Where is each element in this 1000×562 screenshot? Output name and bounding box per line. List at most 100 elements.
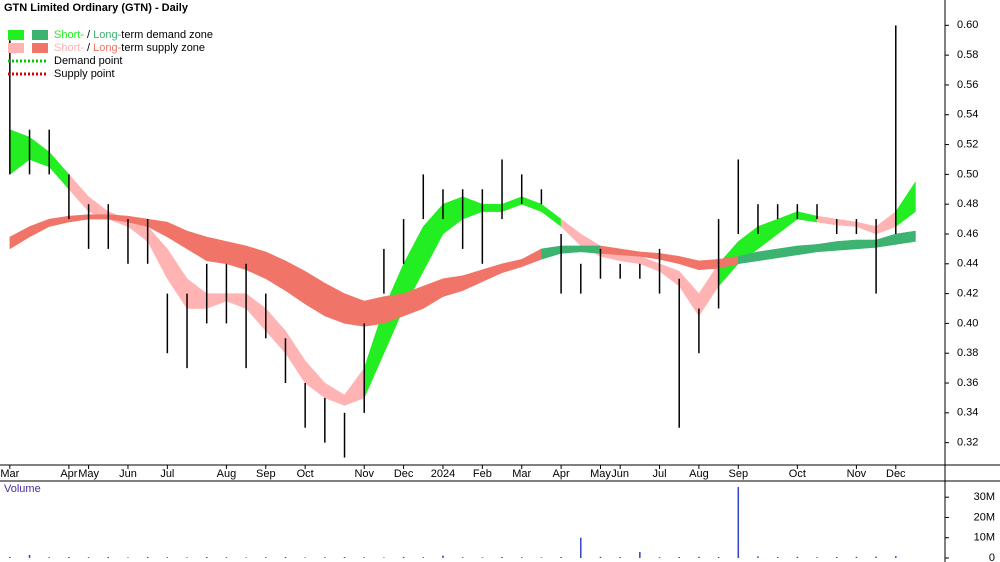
zone-band (856, 239, 877, 250)
volume-bar (481, 557, 484, 558)
volume-bar (87, 557, 90, 558)
x-tick-label: Mar (512, 468, 531, 480)
volume-bar (28, 554, 31, 558)
legend-text: term demand zone (121, 29, 213, 41)
legend-text: / (84, 29, 93, 41)
volume-bar (284, 556, 287, 558)
volume-bar (816, 557, 818, 558)
volume-bar (68, 556, 70, 558)
x-tick-label: Apr (553, 468, 570, 480)
y-tick-label: 0.60 (957, 19, 978, 31)
volume-bar (678, 556, 680, 558)
y-tick-label: 0.40 (957, 317, 978, 329)
y-tick-label: 0.36 (957, 377, 978, 389)
legend-swatch (8, 43, 24, 53)
y-tick-label: 20M (974, 511, 995, 523)
x-tick-label: May (78, 468, 99, 480)
volume-bar (225, 557, 228, 558)
y-tick-label: 0.54 (957, 109, 978, 121)
legend-text: Long- (93, 29, 121, 41)
volume-bar (501, 556, 503, 558)
volume-bar (402, 556, 405, 558)
legend-label: Demand point (54, 55, 123, 67)
y-tick-label: 0.46 (957, 228, 978, 240)
legend-label: Supply point (54, 68, 115, 80)
legend-label: Short- / Long-term demand zone (54, 29, 213, 41)
volume-bar (245, 557, 247, 558)
volume-bar (875, 556, 877, 558)
chart-title: GTN Limited Ordinary (GTN) - Daily (4, 2, 189, 14)
x-tick-label: Oct (789, 468, 806, 480)
volume-label: Volume (4, 483, 41, 495)
legend-text: Short- (54, 29, 84, 41)
volume-bar (835, 556, 838, 558)
volume-bar (560, 556, 562, 558)
zone-band (482, 203, 503, 212)
volume-bar (619, 556, 621, 558)
price-bars (9, 25, 897, 458)
volume-bar (265, 557, 267, 558)
y-tick-label: 0.52 (957, 138, 978, 150)
volume-bar (796, 556, 799, 558)
zone-band (895, 230, 916, 245)
x-tick-label: Jul (653, 468, 667, 480)
y-tick-label: 10M (974, 532, 995, 544)
volume-bar (48, 557, 50, 558)
x-tick-label: Oct (297, 468, 314, 480)
volume-bar (146, 556, 149, 558)
volume-bar (580, 537, 582, 558)
volume-bar (343, 556, 346, 558)
volume-bar (9, 556, 11, 558)
y-tick-label: 0.58 (957, 49, 978, 61)
volume-bar (422, 557, 425, 558)
x-tick-label: Mar (0, 468, 19, 480)
volume-bar (107, 556, 110, 558)
volume-bar (442, 555, 444, 558)
legend-text: term supply zone (121, 42, 205, 54)
y-tick-label: 0 (989, 552, 995, 562)
y-tick-label: 0.38 (957, 347, 978, 359)
y-tick-label: 0.32 (957, 437, 978, 449)
y-tick-label: 0.48 (957, 198, 978, 210)
zone-band (363, 296, 385, 327)
volume-bar (166, 557, 169, 558)
x-tick-label: Apr (60, 468, 77, 480)
x-tick-label: Nov (354, 468, 374, 480)
volume-bar (599, 556, 602, 558)
zones (9, 129, 916, 406)
volume-bar (895, 556, 897, 558)
y-tick-label: 0.44 (957, 258, 978, 270)
zone-band (698, 259, 719, 271)
x-tick-label: Nov (847, 468, 867, 480)
volume-bar (855, 556, 858, 558)
x-tick-label: Jun (611, 468, 629, 480)
legend-text: Long- (93, 42, 121, 54)
x-tick-label: Jun (119, 468, 137, 480)
zone-band (88, 214, 109, 220)
legend-swatch (32, 30, 48, 40)
zone-band (206, 236, 227, 265)
volume-bar (698, 556, 700, 558)
x-tick-label: 2024 (431, 468, 455, 480)
volume-bar (127, 557, 129, 558)
volume-bar (540, 557, 543, 558)
y-tick-label: 0.42 (957, 288, 978, 300)
volume-bar (461, 557, 464, 558)
zone-band (560, 245, 582, 254)
volume-bar (639, 551, 641, 558)
legend-swatch (8, 30, 24, 40)
volume-bar (363, 557, 365, 558)
volume-bar (776, 556, 779, 558)
volume-bar (737, 487, 740, 558)
x-tick-label: Sep (728, 468, 748, 480)
y-tick-label: 30M (974, 491, 995, 503)
x-tick-label: Aug (689, 468, 709, 480)
legend-swatch (32, 43, 48, 53)
x-tick-label: Feb (473, 468, 492, 480)
volume-bar (757, 556, 759, 558)
y-tick-label: 0.56 (957, 79, 978, 91)
volume-bar (520, 557, 523, 558)
